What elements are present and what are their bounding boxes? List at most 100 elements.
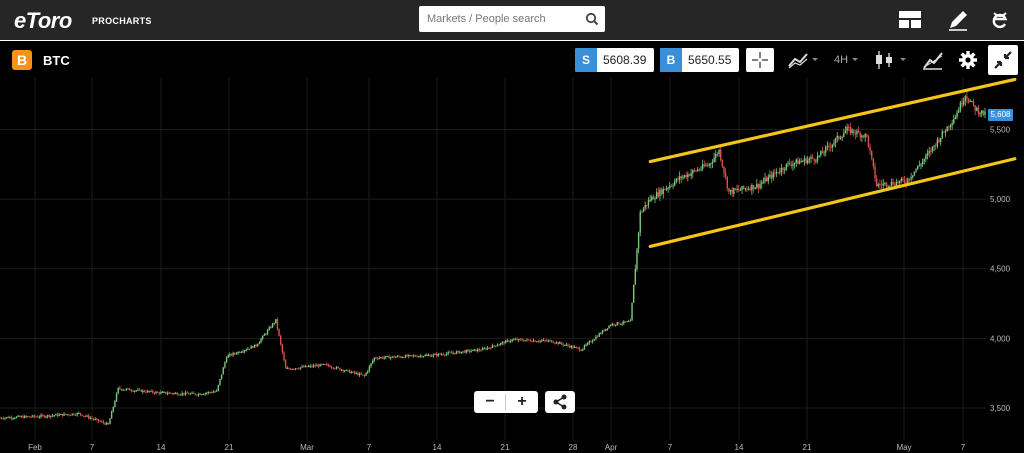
- candle-body: [915, 169, 917, 172]
- candle-body: [243, 350, 246, 352]
- candle-body: [35, 416, 37, 418]
- candle-body: [411, 355, 413, 357]
- candle-body: [567, 344, 569, 346]
- candle-body: [913, 171, 916, 176]
- collapse-button[interactable]: [988, 45, 1018, 75]
- candle-body: [22, 416, 24, 418]
- buy-button[interactable]: B 5650.55: [660, 48, 739, 72]
- search-box[interactable]: [419, 6, 605, 32]
- candle-body: [325, 364, 328, 366]
- pencil-icon[interactable]: [946, 8, 970, 32]
- sell-button[interactable]: S 5608.39: [575, 48, 654, 72]
- candle-body: [477, 349, 479, 352]
- candle-body: [706, 165, 709, 167]
- candle-body: [232, 352, 234, 356]
- candle-body: [14, 417, 16, 419]
- candle-body: [194, 393, 197, 395]
- crosshair-button[interactable]: [746, 48, 774, 72]
- candle-body: [151, 390, 154, 393]
- candle-body: [419, 355, 421, 357]
- candle-body: [756, 183, 758, 188]
- candle-body: [124, 389, 126, 391]
- candle-body: [825, 146, 827, 153]
- candle-body: [278, 328, 280, 336]
- candle-body: [657, 192, 660, 197]
- candle-body: [938, 139, 940, 142]
- candle-body: [109, 418, 111, 425]
- candle-body: [293, 368, 295, 370]
- candle-body: [846, 126, 848, 131]
- candle-body: [367, 370, 369, 373]
- chart-type-icon[interactable]: [786, 48, 822, 72]
- chart-canvas[interactable]: 3,500 4,000 4,500 5,000 5,500 Feb 7 14 21 Mar 7 14…: [0, 78, 1024, 453]
- candle-body: [629, 320, 632, 322]
- candle-body: [697, 169, 699, 172]
- chevron-down-icon[interactable]: [850, 48, 864, 72]
- candle-body: [486, 347, 489, 350]
- candle-body: [281, 344, 284, 353]
- channel-upper-line[interactable]: [648, 78, 1017, 164]
- search-icon[interactable]: [585, 12, 599, 26]
- candle-body: [961, 102, 963, 105]
- candle-body: [660, 189, 663, 195]
- candle-body: [467, 350, 469, 352]
- candle-body: [974, 105, 976, 111]
- candle-body: [106, 422, 108, 425]
- candle-body: [541, 340, 543, 342]
- x-tick-label: 7: [367, 443, 372, 452]
- candle-body: [875, 178, 878, 186]
- candle-body: [84, 415, 87, 417]
- candle-body: [562, 343, 564, 346]
- candle-body: [263, 334, 266, 336]
- x-tick-label: 7: [961, 443, 966, 452]
- layout-icon[interactable]: [898, 8, 922, 32]
- candle-body: [769, 174, 771, 177]
- candle-body: [450, 352, 453, 354]
- candle-body: [866, 134, 868, 136]
- y-tick-label: 4,500: [990, 265, 1011, 274]
- candle-body: [271, 323, 274, 328]
- candle-body: [86, 415, 88, 417]
- candle-body: [322, 363, 325, 365]
- etoro-logo[interactable]: eToro: [14, 8, 72, 33]
- candle-body: [5, 417, 8, 419]
- candle-body: [245, 349, 247, 351]
- candlestick-icon[interactable]: [872, 48, 910, 72]
- candle-body: [879, 184, 881, 186]
- channel-lower-line[interactable]: [648, 157, 1017, 249]
- candle-body: [66, 414, 69, 416]
- etoro-e-icon[interactable]: [988, 8, 1012, 32]
- candle-body: [578, 347, 581, 351]
- candle-body: [560, 342, 563, 344]
- search-input[interactable]: [419, 6, 579, 32]
- drawing-tool-icon[interactable]: [920, 48, 946, 72]
- candle-body: [646, 205, 648, 207]
- candle-body: [342, 369, 344, 372]
- candle-body: [102, 421, 105, 423]
- candle-body: [60, 413, 62, 415]
- timeframe-selector[interactable]: 4H: [834, 54, 849, 66]
- candle-body: [373, 357, 375, 361]
- sell-tag: S: [575, 48, 597, 72]
- candle-body: [596, 336, 599, 338]
- candle-body: [289, 368, 292, 370]
- gear-icon[interactable]: [956, 48, 980, 72]
- candle-body: [532, 340, 535, 342]
- candle-body: [137, 389, 139, 391]
- candle-body: [380, 357, 382, 359]
- y-tick-label: 4,000: [990, 334, 1011, 343]
- sell-price: 5608.39: [603, 53, 647, 67]
- candle-body: [767, 176, 769, 182]
- candle-body: [550, 340, 553, 343]
- zoom-controls: − +: [474, 391, 538, 413]
- zoom-in-button[interactable]: +: [517, 393, 527, 410]
- instrument-bar: B BTC S 5608.39 B 5650.55 4H: [0, 40, 1024, 78]
- candle-body: [51, 415, 54, 417]
- share-button[interactable]: [545, 391, 575, 413]
- candle-body: [475, 349, 477, 352]
- candle-body: [636, 248, 638, 270]
- candle-body: [692, 170, 694, 174]
- price-chart[interactable]: 3,500 4,000 4,500 5,000 5,500 Feb 7 14 21 Mar 7 14…: [0, 78, 1024, 453]
- candle-body: [905, 182, 907, 184]
- zoom-out-button[interactable]: −: [485, 393, 495, 410]
